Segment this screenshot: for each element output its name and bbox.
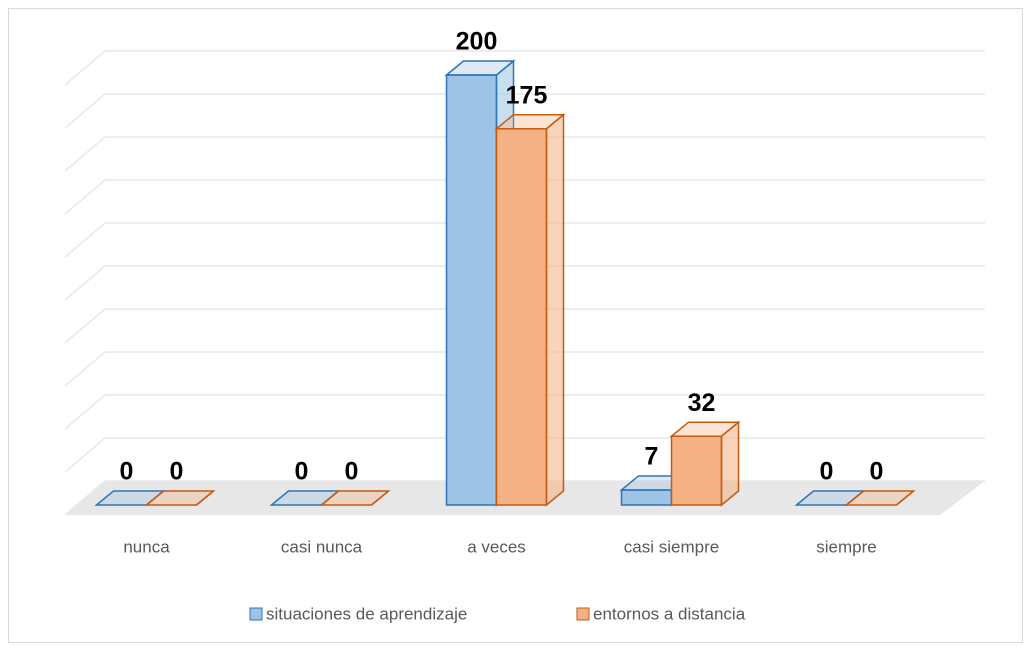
data-label: 0 <box>170 458 184 486</box>
data-label: 32 <box>688 389 716 417</box>
bar-top <box>444 60 516 76</box>
grid-line <box>64 308 985 344</box>
data-label: 200 <box>456 28 498 56</box>
data-label: 0 <box>820 458 834 486</box>
grid-line <box>64 351 985 387</box>
bar-top <box>669 421 741 437</box>
bar-front <box>620 489 673 506</box>
legend-label: entornos a distancia <box>593 604 746 623</box>
grid-line <box>64 93 985 129</box>
bar-front <box>445 74 498 506</box>
data-label: 0 <box>120 458 134 486</box>
bar-top <box>494 114 566 130</box>
grid-line <box>64 394 985 430</box>
x-tick-label: siempre <box>816 537 876 556</box>
data-label: 0 <box>870 458 884 486</box>
legend-label: situaciones de aprendizaje <box>266 604 467 623</box>
bar-front <box>495 128 548 506</box>
grid-line <box>64 136 985 172</box>
grid-line <box>64 179 985 215</box>
data-label: 175 <box>506 81 548 109</box>
x-tick-label: casi siempre <box>624 537 719 556</box>
grid-line <box>64 50 985 86</box>
x-tick-label: nunca <box>123 537 170 556</box>
grid-line <box>64 222 985 258</box>
grid-line <box>64 265 985 301</box>
bar-top <box>319 490 391 506</box>
data-label: 7 <box>645 443 659 471</box>
legend-swatch <box>576 607 590 621</box>
bar-top <box>144 490 216 506</box>
legend-swatch <box>249 607 263 621</box>
data-label: 0 <box>295 458 309 486</box>
x-tick-label: a veces <box>467 537 526 556</box>
bar-front <box>670 435 723 506</box>
bar-top <box>844 490 916 506</box>
x-tick-label: casi nunca <box>281 537 363 556</box>
data-label: 0 <box>345 458 359 486</box>
bar-side <box>545 113 565 507</box>
